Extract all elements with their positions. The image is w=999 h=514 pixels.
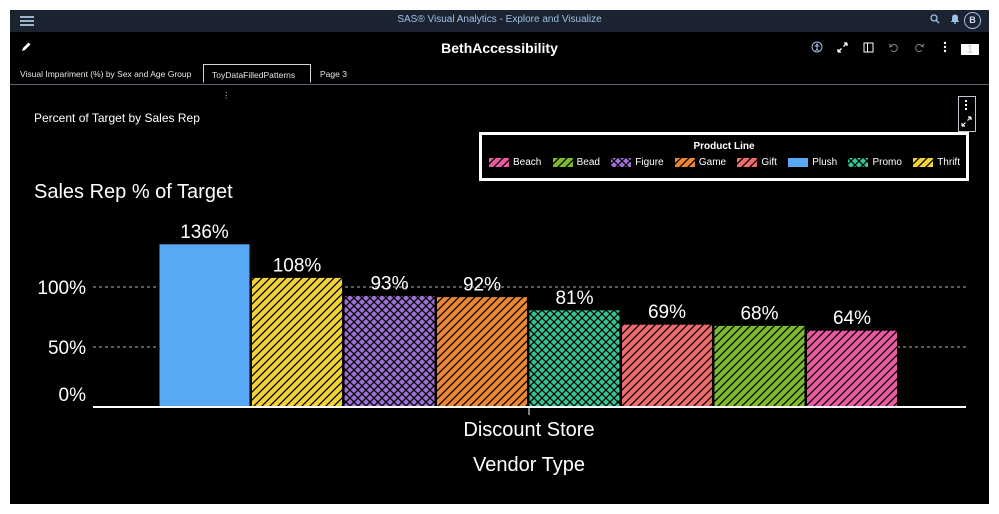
tab-label: Visual Impariment (%) by Sex and Age Gro… bbox=[20, 69, 192, 79]
app-bar: SAS® Visual Analytics - Explore and Visu… bbox=[10, 10, 989, 32]
edit-pencil-icon[interactable] bbox=[20, 40, 34, 54]
data-label-game: 92% bbox=[463, 275, 501, 296]
bar-figure[interactable] bbox=[343, 294, 436, 408]
x-category-label[interactable]: Discount Store bbox=[463, 419, 594, 441]
hamburger-menu-icon[interactable] bbox=[20, 14, 34, 28]
data-label-figure: 93% bbox=[370, 273, 408, 294]
page-tabs: Visual Impariment (%) by Sex and Age Gro… bbox=[10, 64, 989, 100]
legend-swatch bbox=[610, 156, 633, 168]
panel-toggle-icon[interactable] bbox=[859, 42, 877, 56]
tab-options-icon[interactable]: ⋮ bbox=[222, 90, 231, 100]
bars bbox=[158, 243, 898, 408]
redo-icon[interactable] bbox=[910, 42, 928, 56]
expand-icon[interactable] bbox=[834, 42, 852, 56]
tab-label: Page 3 bbox=[320, 69, 347, 79]
report-title: BethAccessibility bbox=[441, 40, 558, 56]
bar-labels: 136% 108% 93% 92% 81% 69% 68% 64% bbox=[180, 222, 871, 329]
data-label-bead: 68% bbox=[740, 303, 778, 324]
legend-swatch bbox=[787, 156, 810, 168]
more-options-icon[interactable] bbox=[936, 41, 954, 56]
legend-label: Figure bbox=[635, 156, 664, 168]
report-header: BethAccessibility 1 bbox=[10, 32, 989, 64]
legend-label: Beach bbox=[513, 156, 542, 168]
x-axis-title: Vendor Type bbox=[473, 454, 585, 476]
legend-swatch bbox=[847, 156, 870, 168]
data-label-promo: 81% bbox=[555, 288, 593, 309]
legend-label: Plush bbox=[812, 156, 838, 168]
object-toolbar bbox=[958, 96, 976, 132]
data-label-gift: 69% bbox=[648, 302, 686, 323]
maximize-icon[interactable] bbox=[961, 116, 972, 127]
legend-item-beach[interactable]: Beach bbox=[488, 156, 542, 168]
report-toolbar: 1 bbox=[805, 40, 979, 56]
undo-icon[interactable] bbox=[885, 42, 903, 56]
notifications-bell-icon[interactable] bbox=[947, 13, 963, 29]
data-label-thrift: 108% bbox=[273, 255, 322, 276]
legend-item-bead[interactable]: Bead bbox=[551, 156, 600, 168]
bar-beach[interactable] bbox=[806, 329, 898, 408]
legend-item-promo[interactable]: Promo bbox=[847, 156, 902, 168]
legend-item-figure[interactable]: Figure bbox=[610, 156, 664, 168]
y-tick-label: 100% bbox=[37, 278, 86, 299]
legend-swatch bbox=[673, 156, 696, 168]
accessibility-icon[interactable] bbox=[808, 41, 826, 56]
search-icon[interactable] bbox=[927, 13, 943, 29]
tab-page-3[interactable]: Page 3 bbox=[320, 64, 347, 84]
legend-item-gift[interactable]: Gift bbox=[736, 156, 777, 168]
y-axis: 0% 50% 100% bbox=[37, 278, 86, 406]
bar-game[interactable] bbox=[436, 296, 528, 408]
chart-title: Sales Rep % of Target bbox=[34, 181, 233, 203]
legend-item-plush[interactable]: Plush bbox=[787, 156, 838, 168]
bar-plush[interactable] bbox=[158, 243, 251, 408]
legend-item-thrift[interactable]: Thrift bbox=[912, 156, 960, 168]
object-more-icon[interactable] bbox=[965, 100, 968, 112]
legend-label: Bead bbox=[576, 156, 600, 168]
tab-label: ToyDataFilledPatterns bbox=[212, 70, 296, 80]
bar-bead[interactable] bbox=[713, 324, 806, 408]
legend-title: Product Line bbox=[693, 141, 755, 152]
bar-chart: Sales Rep % of Target 0% 50% 100% 136% 108%… bbox=[34, 181, 966, 476]
legend-label: Thrift bbox=[937, 156, 960, 168]
app-title: SAS® Visual Analytics - Explore and Visu… bbox=[397, 14, 602, 25]
app-window: SAS® Visual Analytics - Explore and Visu… bbox=[10, 10, 989, 504]
bar-promo[interactable] bbox=[528, 309, 621, 408]
y-tick-label: 0% bbox=[59, 385, 87, 406]
tab-visual-impairment[interactable]: Visual Impariment (%) by Sex and Age Gro… bbox=[20, 64, 191, 84]
legend-items: Beach Bead Figure Game Gift Plush Promo Thrift bbox=[488, 154, 960, 170]
data-label-beach: 64% bbox=[833, 308, 871, 329]
legend-swatch bbox=[912, 156, 935, 168]
tab-toy-data-filled-patterns[interactable]: ToyDataFilledPatterns ⋮ bbox=[203, 64, 311, 100]
legend-swatch bbox=[488, 156, 510, 168]
page-count-badge[interactable]: 1 bbox=[961, 43, 979, 55]
legend-swatch bbox=[551, 156, 574, 168]
legend-label: Gift bbox=[761, 156, 777, 168]
legend-label: Game bbox=[698, 156, 727, 168]
data-label-plush: 136% bbox=[180, 222, 229, 243]
y-tick-label: 50% bbox=[48, 338, 86, 359]
legend-item-game[interactable]: Game bbox=[673, 156, 727, 168]
legend-label: Promo bbox=[872, 156, 902, 168]
object-title: Percent of Target by Sales Rep bbox=[34, 111, 200, 125]
bar-thrift[interactable] bbox=[251, 276, 343, 408]
user-avatar[interactable]: B bbox=[964, 12, 981, 29]
legend-swatch bbox=[736, 156, 759, 168]
bar-gift[interactable] bbox=[621, 323, 713, 408]
legend: Product Line Beach Bead Figure Game Gift Plus… bbox=[479, 132, 969, 181]
